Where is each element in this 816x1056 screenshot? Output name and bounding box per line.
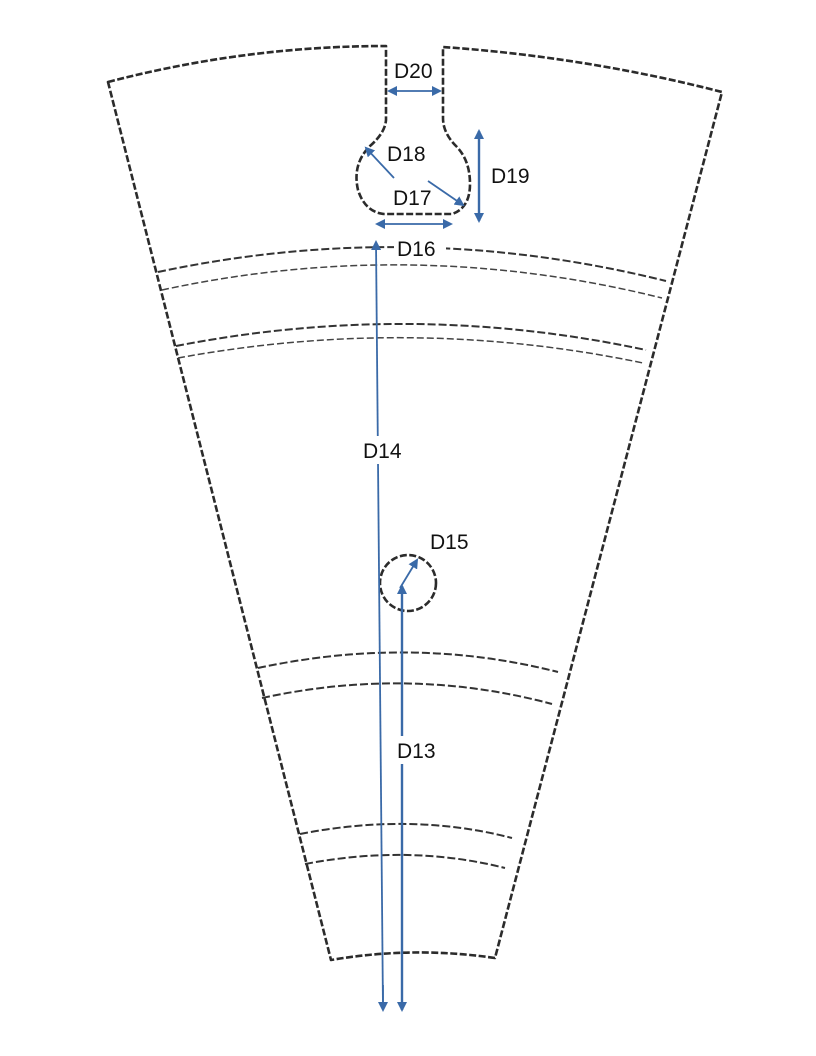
d15-label: D15	[430, 531, 469, 554]
lower-band-line-2	[304, 853, 506, 869]
d14-label-bg	[360, 436, 412, 464]
d14-dimension-line	[371, 240, 384, 1011]
segment-outline	[106, 44, 724, 962]
d15-dimension-arrow	[399, 558, 419, 589]
middle-band-line-2	[261, 682, 553, 705]
d16-label: D16	[397, 238, 436, 261]
d17-dimension-arrow	[427, 180, 465, 207]
upper-band-line-4	[177, 336, 644, 364]
d13-label-bg	[394, 736, 444, 764]
d14-label: D14	[363, 440, 402, 463]
lower-band-line-1	[299, 822, 513, 839]
d18-label: D18	[387, 143, 426, 166]
d16-label-bg	[394, 235, 446, 261]
d18-dimension-arrow	[364, 146, 395, 179]
d20-label-bg	[392, 57, 440, 83]
small-hole	[378, 553, 438, 613]
upper-band-line-3	[175, 323, 647, 351]
d17-label: D17	[393, 187, 432, 210]
d13-label: D13	[397, 740, 436, 763]
upper-band-line-2	[161, 264, 663, 299]
d20-label: D20	[394, 60, 433, 83]
d19-label: D19	[491, 165, 530, 188]
middle-band-line-1	[257, 651, 559, 673]
